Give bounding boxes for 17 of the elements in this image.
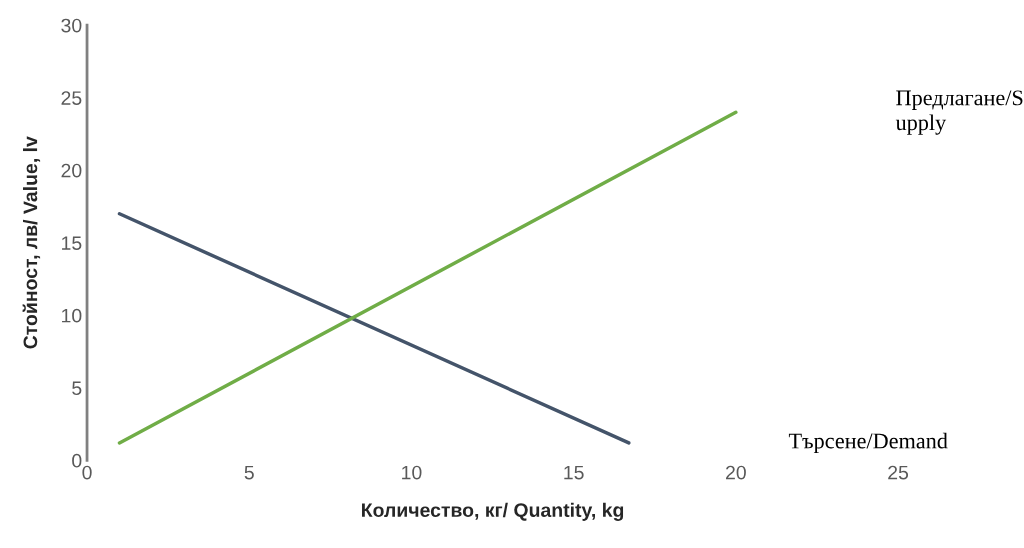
y-tick-label: 15 xyxy=(62,236,82,250)
x-tick-label: 25 xyxy=(888,465,909,480)
x-tick-label: 0 xyxy=(82,465,92,480)
y-tick-label: 30 xyxy=(61,18,82,33)
y-axis-title: Стойност, лв/ Value, lv xyxy=(22,136,41,349)
x-tick-label: 15 xyxy=(564,465,584,480)
y-tick-label: 5 xyxy=(72,381,82,396)
x-tick-label: 20 xyxy=(726,465,746,480)
x-tick-label: 10 xyxy=(402,465,422,480)
x-axis-title: Количество, кг/ Quantity, kg xyxy=(362,502,624,521)
text: Предлагане/S upply xyxy=(895,90,1023,135)
y-tick-label: 25 xyxy=(61,91,82,105)
y-tick-label: 10 xyxy=(62,308,82,323)
y-tick-label: 0 xyxy=(72,453,82,468)
text: Търсене/Demand xyxy=(788,432,948,453)
x-tick-label: 5 xyxy=(244,465,254,480)
y-tick-label: 20 xyxy=(61,163,82,178)
